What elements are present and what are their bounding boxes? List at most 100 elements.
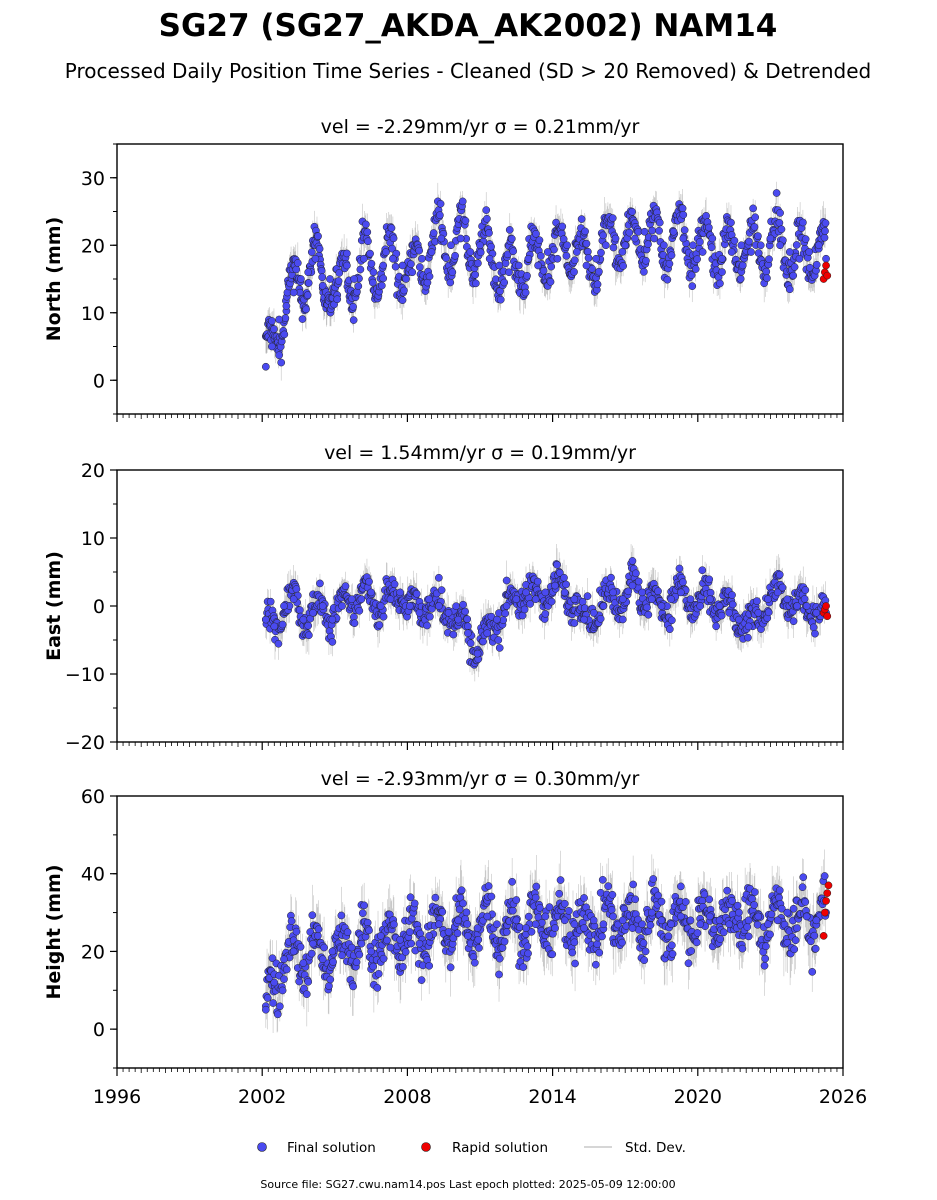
final-point — [318, 281, 327, 290]
final-point — [474, 259, 482, 268]
final-point — [677, 588, 685, 597]
final-point — [444, 608, 453, 617]
final-point — [329, 958, 337, 966]
final-point — [462, 908, 471, 917]
final-point — [580, 604, 589, 612]
final-point — [745, 237, 753, 246]
final-point — [461, 216, 470, 225]
final-point — [317, 266, 326, 275]
final-point — [688, 282, 697, 291]
final-point — [628, 557, 637, 565]
final-point — [314, 232, 322, 241]
final-point — [449, 934, 458, 943]
final-point — [302, 305, 310, 314]
final-point — [708, 234, 717, 243]
final-point — [261, 615, 270, 624]
final-point — [727, 218, 735, 227]
final-point — [485, 229, 493, 237]
final-point — [547, 262, 556, 271]
final-point — [410, 899, 419, 908]
final-point — [773, 588, 782, 597]
final-point — [298, 315, 307, 323]
final-point — [801, 586, 810, 594]
final-point — [539, 266, 548, 275]
final-point — [638, 588, 646, 597]
final-point — [551, 581, 559, 590]
final-point — [593, 280, 602, 289]
final-point — [507, 234, 516, 243]
final-point — [368, 278, 377, 287]
final-point — [446, 963, 455, 972]
final-point — [362, 220, 370, 229]
final-point — [423, 621, 431, 630]
final-point — [487, 892, 496, 901]
final-point — [707, 243, 716, 252]
final-point — [304, 977, 313, 986]
y-tick-label: 10 — [81, 528, 105, 550]
final-point — [783, 595, 792, 604]
final-point — [296, 943, 305, 951]
final-point — [307, 248, 316, 256]
final-point — [495, 954, 504, 963]
final-point — [309, 608, 317, 617]
final-point — [509, 247, 518, 256]
final-point — [494, 636, 503, 644]
final-point — [718, 254, 726, 263]
final-point — [706, 595, 714, 604]
final-point — [412, 590, 421, 598]
final-point — [382, 248, 390, 256]
final-point — [689, 241, 697, 250]
y-tick-label: 20 — [81, 460, 105, 482]
final-point — [698, 566, 707, 575]
final-point — [261, 362, 270, 371]
final-point — [451, 251, 459, 260]
final-point — [448, 268, 457, 277]
panel-2: −20 −10 0 10 20 vel = 1.54mm/yr σ = 0.19mm/yr… — [43, 442, 844, 754]
final-point — [292, 265, 301, 274]
final-point — [775, 218, 784, 227]
final-point — [521, 288, 530, 297]
final-point — [705, 223, 713, 232]
final-point — [716, 279, 724, 288]
final-point — [581, 227, 589, 236]
final-point — [679, 234, 688, 243]
final-point — [712, 622, 720, 631]
final-point — [625, 228, 634, 237]
final-point — [475, 944, 483, 952]
final-point — [350, 619, 359, 628]
final-point — [744, 622, 753, 631]
final-point — [611, 234, 620, 243]
final-point — [296, 606, 304, 614]
final-point — [476, 248, 485, 257]
final-point — [679, 578, 687, 587]
plot-area — [261, 544, 832, 682]
final-point — [415, 263, 424, 271]
final-point — [369, 268, 378, 277]
final-point — [655, 226, 663, 235]
final-point — [776, 241, 784, 250]
final-point — [449, 630, 458, 639]
final-point — [435, 602, 443, 610]
final-point — [311, 254, 320, 263]
final-point — [800, 595, 809, 603]
final-point — [447, 241, 455, 250]
final-point — [628, 207, 636, 216]
final-point — [263, 994, 272, 1002]
final-point — [308, 911, 317, 920]
final-point — [437, 234, 446, 243]
final-point — [789, 271, 798, 280]
final-point — [821, 227, 829, 235]
final-point — [476, 241, 484, 250]
final-point — [553, 254, 562, 263]
chart-subtitle: Processed Daily Position Time Series - C… — [65, 59, 871, 83]
final-point — [675, 564, 684, 573]
final-point — [655, 218, 664, 227]
final-point — [458, 197, 467, 206]
final-point — [347, 595, 356, 604]
final-point — [728, 591, 736, 599]
final-point — [350, 275, 359, 283]
final-point — [383, 936, 391, 945]
final-point — [316, 579, 324, 588]
final-point — [599, 231, 607, 240]
final-point — [435, 573, 443, 582]
